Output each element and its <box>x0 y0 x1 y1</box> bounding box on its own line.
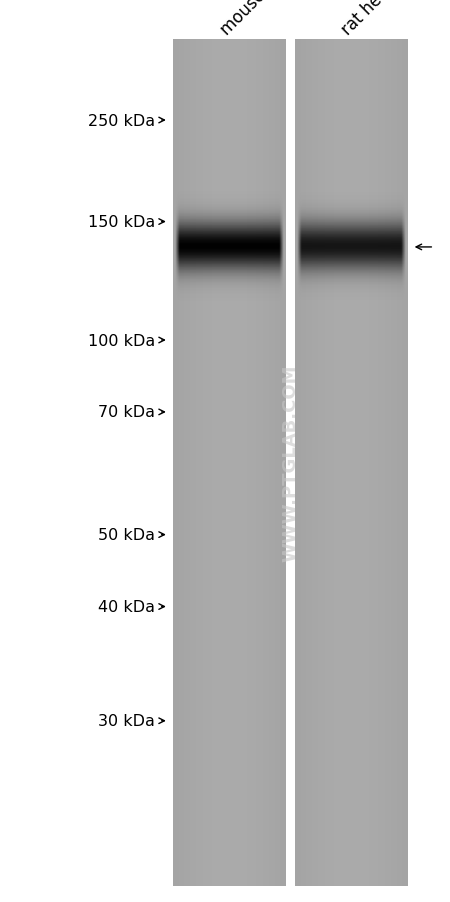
Text: mouse heart: mouse heart <box>217 0 304 39</box>
Text: 100 kDa: 100 kDa <box>88 333 155 348</box>
Text: 250 kDa: 250 kDa <box>88 114 155 128</box>
Text: 30 kDa: 30 kDa <box>99 713 155 729</box>
Text: rat heart: rat heart <box>338 0 403 39</box>
Text: 150 kDa: 150 kDa <box>88 215 155 230</box>
Text: 70 kDa: 70 kDa <box>98 405 155 420</box>
Text: 40 kDa: 40 kDa <box>98 599 155 614</box>
Text: WWW.PTGLAB.COM: WWW.PTGLAB.COM <box>281 364 299 562</box>
Text: 50 kDa: 50 kDa <box>98 528 155 542</box>
